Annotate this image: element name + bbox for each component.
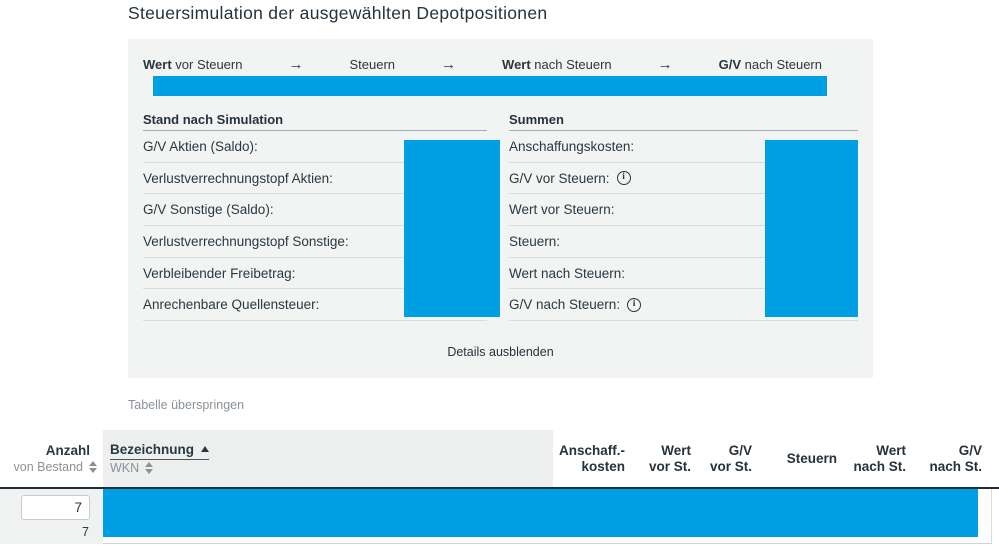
flow-step-bold: Wert xyxy=(143,57,172,72)
anzahl-cell: 7 xyxy=(0,489,103,544)
arrow-right-icon: → xyxy=(288,56,304,73)
flow-step-bold: G/V xyxy=(718,57,742,72)
redacted-values-overlay xyxy=(765,140,858,317)
page-title: Steuersimulation der ausgewählten Depotp… xyxy=(128,3,548,23)
column-label: vor St. xyxy=(648,458,691,474)
row-label: G/V vor Steuern: xyxy=(509,170,610,186)
quantity-total: 7 xyxy=(82,525,89,539)
column-sublabel-text: WKN xyxy=(110,460,140,475)
column-label: Wert xyxy=(876,442,906,458)
flow-step-gv-nach-steuern: G/V nach Steuern xyxy=(719,57,822,72)
column-label: Bezeichnung xyxy=(110,442,553,460)
bezeichnung-sort-link[interactable]: Bezeichnung xyxy=(110,441,210,460)
column-header-steuern: Steuern xyxy=(752,430,837,487)
column-sublabel: WKN xyxy=(110,460,553,476)
row-label: G/V Aktien (Saldo): xyxy=(143,138,258,154)
sim-row-quellensteuer: Anrechenbare Quellensteuer: xyxy=(143,289,487,322)
sum-row-gv-nach-steuern: G/V nach Steuern: xyxy=(509,289,858,322)
column-header-gv-nach-st: G/V nach St. xyxy=(906,430,982,487)
column-label: nach St. xyxy=(853,458,906,474)
row-label: Verlustverrechnungstopf Sonstige: xyxy=(143,233,349,249)
column-label: Anzahl xyxy=(45,442,90,458)
flow-step-steuern: Steuern xyxy=(349,57,395,72)
arrow-right-icon: → xyxy=(441,56,457,73)
sort-ascending-icon xyxy=(201,446,210,452)
row-label: Verlustverrechnungstopf Aktien: xyxy=(143,170,333,186)
sort-updown-icon[interactable] xyxy=(89,460,97,473)
table-header-divider xyxy=(0,487,999,489)
column-header-wert-vor-st: Wert vor St. xyxy=(625,430,691,487)
table-right-border xyxy=(991,489,992,544)
row-label: Anrechenbare Quellensteuer: xyxy=(143,297,320,313)
sim-row-freibetrag: Verbleibender Freibetrag: xyxy=(143,258,487,290)
redacted-row-values-bar xyxy=(103,489,978,537)
row-label: Anschaffungskosten: xyxy=(509,138,635,154)
column-header-anschaffkosten: Anschaff.- kosten xyxy=(553,430,625,487)
column-header-wert-nach-st: Wert nach St. xyxy=(837,430,906,487)
column-label: Steuern xyxy=(786,450,837,466)
column-label-text: Bezeichnung xyxy=(110,441,195,457)
redacted-flow-values-bar xyxy=(153,76,827,96)
column-label: kosten xyxy=(581,458,625,474)
sort-updown-icon[interactable] xyxy=(145,461,154,474)
redacted-values-overlay xyxy=(404,140,500,317)
table-row: 7 xyxy=(0,489,992,544)
flow-step-bold: Wert xyxy=(502,57,531,72)
section-title: Stand nach Simulation xyxy=(143,112,487,131)
summen-section: Summen Anschaffungskosten: G/V vor Steue… xyxy=(509,112,858,322)
sum-row-wert-vor-steuern: Wert vor Steuern: xyxy=(509,194,858,227)
row-label: G/V Sonstige (Saldo): xyxy=(143,202,274,218)
column-header-gv-vor-st: G/V vor St. xyxy=(691,430,752,487)
arrow-right-icon: → xyxy=(657,56,673,73)
row-label: Wert vor Steuern: xyxy=(509,202,615,218)
positions-table-header: Anzahl von Bestand Bezeichnung WKN Ansch… xyxy=(0,430,999,487)
row-label: Steuern: xyxy=(509,233,561,249)
column-sublabel: von Bestand xyxy=(0,459,103,475)
column-sublabel-text: von Bestand xyxy=(13,459,84,474)
section-title: Summen xyxy=(509,112,858,131)
column-label: G/V xyxy=(728,442,752,458)
row-label: G/V nach Steuern: xyxy=(509,297,621,313)
row-label: Wert nach Steuern: xyxy=(509,265,626,281)
sim-row-gv-sonstige: G/V Sonstige (Saldo): xyxy=(143,194,487,227)
column-label: Wert xyxy=(661,442,691,458)
skip-table-link[interactable]: Tabelle überspringen xyxy=(128,398,245,412)
quantity-input[interactable] xyxy=(21,495,90,520)
sum-row-wert-nach-steuern: Wert nach Steuern: xyxy=(509,258,858,290)
info-icon[interactable] xyxy=(627,297,642,312)
sim-row-gv-aktien: G/V Aktien (Saldo): xyxy=(143,131,487,163)
flow-step-wert-nach-steuern: Wert nach Steuern xyxy=(502,57,612,72)
simulation-panel: Wert vor Steuern → Steuern → Wert nach S… xyxy=(128,39,873,378)
row-label: Verbleibender Freibetrag: xyxy=(143,265,296,281)
info-icon[interactable] xyxy=(616,171,631,186)
sum-row-steuern: Steuern: xyxy=(509,226,858,258)
column-label: G/V xyxy=(958,442,982,458)
stand-nach-simulation-section: Stand nach Simulation G/V Aktien (Saldo)… xyxy=(143,112,500,322)
sum-row-gv-vor-steuern: G/V vor Steuern: xyxy=(509,163,858,195)
flow-step-text: nach Steuern xyxy=(530,57,612,72)
column-header-anzahl[interactable]: Anzahl von Bestand xyxy=(0,430,103,487)
sim-row-verlusttopf-sonstige: Verlustverrechnungstopf Sonstige: xyxy=(143,226,487,258)
flow-step-text: vor Steuern xyxy=(171,57,243,72)
tax-flow-row: Wert vor Steuern → Steuern → Wert nach S… xyxy=(143,56,822,73)
details-toggle-link[interactable]: Details ausblenden xyxy=(447,345,554,359)
column-label: nach St. xyxy=(929,458,982,474)
sim-row-verlusttopf-aktien: Verlustverrechnungstopf Aktien: xyxy=(143,163,487,195)
column-label: Anschaff.- xyxy=(558,442,625,458)
flow-step-text: Steuern xyxy=(349,57,396,72)
flow-step-text: nach Steuern xyxy=(741,57,822,72)
column-header-bezeichnung[interactable]: Bezeichnung WKN xyxy=(103,430,553,487)
flow-step-wert-vor-steuern: Wert vor Steuern xyxy=(143,57,242,72)
sum-row-anschaffungskosten: Anschaffungskosten: xyxy=(509,131,858,163)
column-label: vor St. xyxy=(709,458,752,474)
